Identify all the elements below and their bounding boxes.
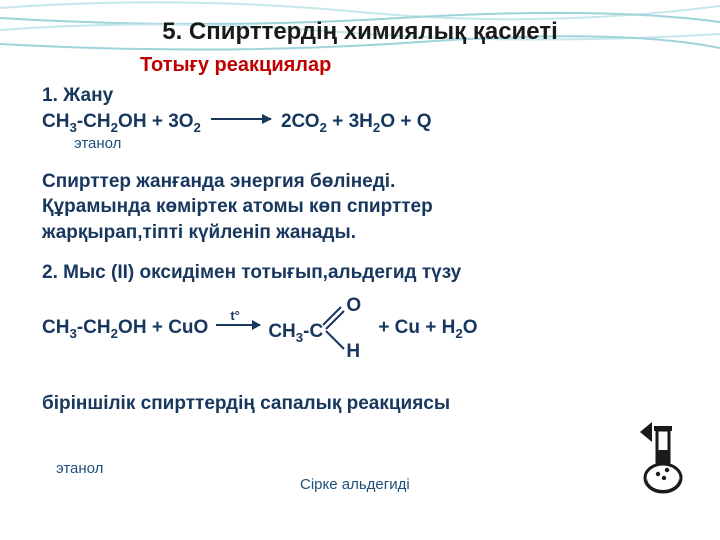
eq1-part: О + Q (380, 111, 431, 132)
eq2-sub: 3 (69, 326, 76, 341)
ald-part: СН (268, 321, 295, 342)
aldehyde-structure: СН3-С O Н (268, 299, 378, 359)
section1-heading: 1. Жану (42, 83, 720, 109)
temperature-label: t° (230, 307, 240, 325)
paragraph-line: Спирттер жанғанда энергия бөлінеді. (42, 169, 720, 195)
reaction-arrow-icon (211, 118, 271, 120)
main-content: 1. Жану СН3-СН2ОН + 3О2 2СО2 + 3Н2О + Q … (42, 83, 720, 417)
eq1-part: 2СО (281, 111, 320, 132)
eq2-sub: 2 (455, 326, 462, 341)
eq2-part: О (463, 317, 478, 338)
eq2-part: + Сu + Н (378, 317, 455, 338)
flask-icon (634, 420, 692, 494)
eq2-part: -СН (77, 317, 111, 338)
eq1-sub: 2 (320, 119, 327, 134)
bond-lines-icon (322, 305, 352, 353)
eq2-sub: 2 (111, 326, 118, 341)
eq1-part: -СН (77, 111, 111, 132)
paragraph-line: Құрамында көміртек атомы көп спирттер (42, 194, 720, 220)
reaction-arrow-t-icon: t° (216, 324, 260, 326)
annotation-aldehyde: Сірке альдегиді (300, 476, 410, 493)
annotation-ethanol-2: этанол (56, 460, 103, 477)
eq1-part: ОН + 3О (118, 111, 194, 132)
slide-title: 5. Спирттердің химиялық қасиеті (0, 0, 720, 46)
equation-1: СН3-СН2ОН + 3О2 2СО2 + 3Н2О + Q (42, 109, 720, 137)
equation-2: СН3-СН2ОН + СuО t° СН3-С O Н + Сu + Н2О (42, 299, 720, 359)
ald-part: -С (303, 321, 323, 342)
eq1-sub: 2 (194, 119, 201, 134)
eq1-part: + 3Н (327, 111, 373, 132)
paragraph-line: жарқырап,тіпті күйленіп жанады. (42, 220, 720, 246)
final-line: біріншілік спирттердің сапалық реакциясы (42, 391, 720, 417)
eq1-part: СН (42, 111, 69, 132)
slide-subtitle: Тотығу реакциялар (140, 54, 720, 77)
eq1-sub: 2 (111, 119, 118, 134)
section2-heading: 2. Мыс (II) оксидімен тотығып,альдегид т… (42, 260, 720, 286)
eq2-part: СН (42, 317, 69, 338)
eq1-sub: 3 (69, 119, 76, 134)
eq2-part: ОН + СuО (118, 317, 208, 338)
annotation-ethanol-1: этанол (74, 134, 720, 154)
